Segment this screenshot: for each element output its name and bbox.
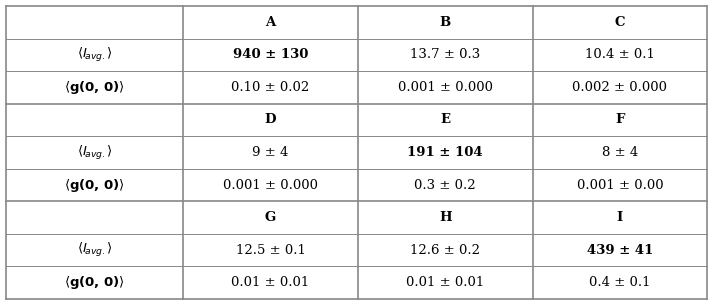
Text: A: A xyxy=(265,16,276,29)
Text: 9 ± 4: 9 ± 4 xyxy=(252,146,289,159)
Text: 12.5 ± 0.1: 12.5 ± 0.1 xyxy=(235,244,305,257)
Text: $\langle \mathbf{g(0,\,0)} \rangle$: $\langle \mathbf{g(0,\,0)} \rangle$ xyxy=(64,274,125,291)
Text: $\langle \mathbf{g(0,\,0)} \rangle$: $\langle \mathbf{g(0,\,0)} \rangle$ xyxy=(64,177,125,194)
Text: 0.4 ± 0.1: 0.4 ± 0.1 xyxy=(589,276,651,289)
Text: $\langle \mathit{I}_{\!\mathit{avg.}} \rangle$: $\langle \mathit{I}_{\!\mathit{avg.}} \r… xyxy=(76,241,113,259)
Text: 0.01 ± 0.01: 0.01 ± 0.01 xyxy=(406,276,484,289)
Text: 0.002 ± 0.000: 0.002 ± 0.000 xyxy=(573,81,667,94)
Text: E: E xyxy=(440,113,450,127)
Text: 439 ± 41: 439 ± 41 xyxy=(587,244,653,257)
Text: 13.7 ± 0.3: 13.7 ± 0.3 xyxy=(410,48,481,61)
Text: 10.4 ± 0.1: 10.4 ± 0.1 xyxy=(585,48,655,61)
Text: 0.001 ± 0.000: 0.001 ± 0.000 xyxy=(223,178,318,192)
Text: C: C xyxy=(615,16,625,29)
Text: H: H xyxy=(439,211,451,224)
Text: F: F xyxy=(615,113,625,127)
Text: B: B xyxy=(440,16,451,29)
Text: 940 ± 130: 940 ± 130 xyxy=(233,48,308,61)
Text: 0.3 ± 0.2: 0.3 ± 0.2 xyxy=(414,178,476,192)
Text: I: I xyxy=(617,211,623,224)
Text: 0.01 ± 0.01: 0.01 ± 0.01 xyxy=(232,276,309,289)
Text: $\langle \mathit{I}_{\!\mathit{avg.}} \rangle$: $\langle \mathit{I}_{\!\mathit{avg.}} \r… xyxy=(76,46,113,64)
Text: 0.001 ± 0.000: 0.001 ± 0.000 xyxy=(398,81,493,94)
Text: 8 ± 4: 8 ± 4 xyxy=(602,146,638,159)
Text: G: G xyxy=(265,211,276,224)
Text: 12.6 ± 0.2: 12.6 ± 0.2 xyxy=(410,244,481,257)
Text: $\langle \mathit{I}_{\!\mathit{avg.}} \rangle$: $\langle \mathit{I}_{\!\mathit{avg.}} \r… xyxy=(76,143,113,162)
Text: 0.001 ± 0.00: 0.001 ± 0.00 xyxy=(577,178,663,192)
Text: $\langle \mathbf{g(0,\,0)} \rangle$: $\langle \mathbf{g(0,\,0)} \rangle$ xyxy=(64,79,125,96)
Text: 0.10 ± 0.02: 0.10 ± 0.02 xyxy=(232,81,309,94)
Text: D: D xyxy=(265,113,277,127)
Text: 191 ± 104: 191 ± 104 xyxy=(407,146,483,159)
